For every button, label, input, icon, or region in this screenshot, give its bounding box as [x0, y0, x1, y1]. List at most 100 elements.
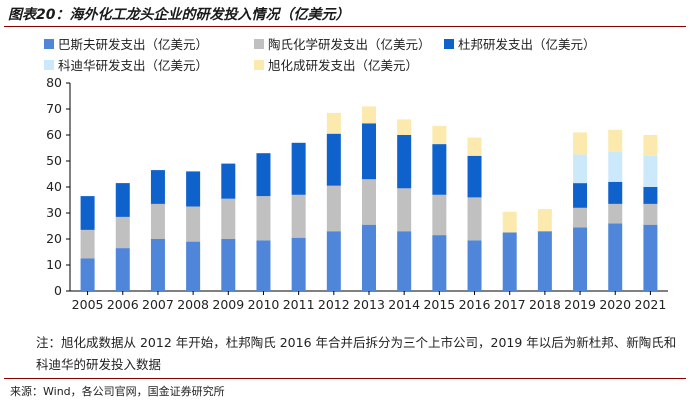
bar-segment-2 [256, 153, 271, 197]
bar-segment-3 [608, 151, 623, 182]
y-tick-label: 40 [46, 179, 62, 194]
legend-label: 杜邦研发支出（亿美元） [458, 37, 596, 52]
legend-item-2: 杜邦研发支出（亿美元） [444, 34, 596, 53]
bar-segment-0 [326, 231, 341, 291]
bar-segment-2 [362, 123, 376, 180]
bar-segment-4 [397, 119, 412, 135]
bar-segment-4 [573, 132, 588, 155]
bar-segment-0 [362, 224, 376, 291]
bar-segment-4 [502, 211, 517, 233]
x-tick-label: 2016 [459, 297, 491, 312]
bar-segment-0 [256, 240, 271, 291]
x-tick-label: 2008 [177, 297, 209, 312]
bar-segment-1 [467, 197, 482, 241]
bar-segment-1 [80, 229, 95, 259]
bar-segment-0 [608, 223, 623, 291]
bar-segment-2 [397, 135, 412, 189]
stacked-bar-chart: 0 10 20 30 40 50 60 70 80 2005 2006 2007 2008 2009 201… [46, 75, 668, 312]
bar-segment-4 [362, 106, 376, 124]
legend-swatch [44, 59, 54, 70]
x-tick-label: 2007 [142, 297, 174, 312]
bar-segment-4 [537, 209, 552, 232]
bar-segment-2 [643, 187, 658, 204]
legend-item-4: 旭化成研发支出（亿美元） [254, 55, 418, 74]
x-tick-label: 2015 [423, 297, 455, 312]
bar-segment-0 [80, 258, 95, 291]
bar-segment-0 [150, 239, 165, 291]
chart-note: 注：旭化成数据从 2012 年开始，杜邦陶氏 2016 年合并后拆分为三个上市公… [36, 335, 677, 372]
legend-item-0: 巴斯夫研发支出（亿美元） [44, 34, 208, 53]
source-text: 来源：Wind，各公司官网，国金证券研究所 [10, 385, 225, 398]
x-tick-label: 2006 [107, 297, 139, 312]
y-tick-label: 30 [46, 205, 62, 220]
legend-swatch [44, 38, 54, 49]
y-tick-label: 80 [46, 75, 62, 90]
bar-segment-2 [326, 133, 341, 186]
bar-segment-0 [115, 248, 130, 291]
bar-segment-2 [432, 144, 447, 195]
bar-segment-0 [221, 239, 236, 291]
bar-segment-2 [150, 170, 165, 204]
bar-segment-2 [80, 196, 95, 230]
bar-segment-0 [573, 227, 588, 291]
bar-segment-0 [643, 224, 658, 291]
bar-segment-2 [115, 183, 130, 217]
bar-segment-2 [467, 155, 482, 198]
bar-segment-1 [326, 185, 341, 232]
bar-segment-0 [291, 237, 306, 291]
x-tick-label: 2018 [529, 297, 561, 312]
y-tick-label: 60 [46, 127, 62, 142]
bar-segment-1 [432, 194, 447, 236]
x-tick-label: 2005 [72, 297, 104, 312]
x-tick-label: 2014 [388, 297, 420, 312]
bar-segment-1 [291, 194, 306, 238]
bar-segment-2 [291, 142, 306, 195]
bar-segment-1 [362, 179, 376, 225]
bar-segment-4 [326, 112, 341, 134]
bar-segment-1 [643, 203, 658, 225]
x-tick-label: 2019 [564, 297, 596, 312]
x-tick-label: 2010 [248, 297, 280, 312]
bar-segment-3 [573, 154, 588, 184]
legend-label: 旭化成研发支出（亿美元） [268, 58, 419, 73]
note-rule [4, 378, 686, 379]
bar-segment-2 [221, 163, 236, 199]
bar-segment-2 [608, 181, 623, 204]
x-tick-label: 2021 [635, 297, 667, 312]
y-tick-label: 0 [54, 283, 62, 298]
bar-segment-2 [573, 183, 588, 208]
legend-label: 巴斯夫研发支出（亿美元） [58, 37, 209, 52]
figure-title: 图表20：海外化工龙头企业的研发投入情况（亿美元） [8, 7, 350, 23]
bar-segment-0 [397, 231, 412, 291]
legend-swatch [254, 38, 264, 49]
x-tick-label: 2013 [353, 297, 385, 312]
bar-segment-0 [467, 240, 482, 291]
bar-segment-4 [643, 135, 658, 156]
x-tick-label: 2012 [318, 297, 350, 312]
title-rule [4, 26, 686, 27]
legend-label: 陶氏化学研发支出（亿美元） [268, 37, 431, 52]
legend-label: 科迪华研发支出（亿美元） [58, 58, 209, 73]
y-tick-label: 20 [46, 231, 62, 246]
x-tick-label: 2017 [494, 297, 526, 312]
bar-segment-2 [186, 171, 201, 207]
y-tick-label: 70 [46, 101, 62, 116]
bar-segment-1 [397, 188, 412, 232]
bar-segment-1 [573, 207, 588, 228]
bar-segment-1 [608, 203, 623, 224]
bar-segment-1 [221, 198, 236, 239]
bar-segment-1 [186, 206, 201, 242]
bar-segment-1 [115, 216, 130, 249]
bar-segment-4 [432, 125, 447, 145]
y-tick-label: 10 [46, 257, 62, 272]
legend-swatch [254, 59, 264, 70]
bar-segment-0 [432, 235, 447, 291]
legend-item-1: 陶氏化学研发支出（亿美元） [254, 34, 431, 53]
x-tick-label: 2011 [283, 297, 315, 312]
legend-item-3: 科迪华研发支出（亿美元） [44, 55, 208, 74]
bar-segment-1 [256, 196, 271, 241]
bar-segment-0 [502, 232, 517, 291]
bar-segment-0 [186, 241, 201, 291]
x-tick-label: 2020 [599, 297, 631, 312]
bar-segment-1 [150, 203, 165, 239]
